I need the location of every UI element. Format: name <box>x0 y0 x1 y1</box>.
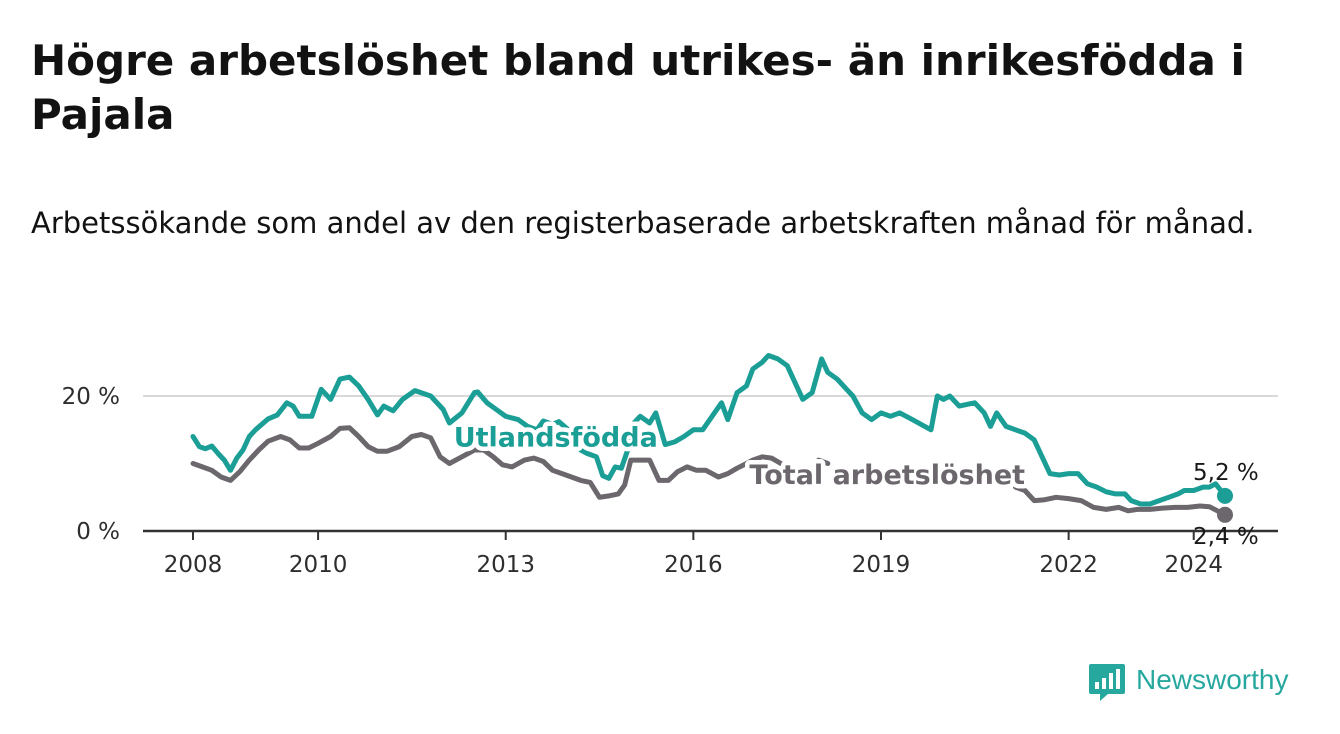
x-tick-label: 2019 <box>852 552 911 578</box>
chart-subtitle: Arbetssökande som andel av den registerb… <box>31 206 1255 240</box>
x-tick-label: 2008 <box>164 552 223 578</box>
end-label-utlandsfodda: 5,2 % <box>1193 460 1259 486</box>
end-label-total: 2,4 % <box>1193 524 1259 550</box>
series-line-utlandsfodda <box>190 353 1228 507</box>
line-chart: 0 % 20 % 2008 2010 2013 2016 2019 2022 2024 5,2 … <box>62 353 1278 578</box>
brand-logo: Newsworthy <box>1088 660 1312 704</box>
series-label: Total arbetslöshet <box>749 460 1025 491</box>
end-marker-utlandsfodda <box>1217 487 1233 504</box>
series-line-total <box>816 457 831 466</box>
x-tick-label: 2024 <box>1164 552 1223 578</box>
end-marker-total <box>1217 506 1233 523</box>
series-line-total <box>1013 484 1228 518</box>
axis-layer: 0 % 20 % 2008 2010 2013 2016 2019 2022 2024 <box>62 384 1278 578</box>
label-layer: 5,2 % 2,4 % Utlandsfödda Total arbetslöshet <box>449 418 1259 550</box>
brand-name: Newsworthy <box>1136 664 1289 695</box>
x-tick-label: 2010 <box>289 552 348 578</box>
newsworthy-logo-icon <box>1089 664 1125 701</box>
y-tick-label: 0 % <box>76 519 120 545</box>
series-line-total <box>190 425 784 500</box>
x-tick-label: 2022 <box>1039 552 1098 578</box>
series-layer <box>190 353 1233 523</box>
x-tick-label: 2016 <box>664 552 723 578</box>
chart-title: Högre arbetslöshet bland utrikes- än inr… <box>31 36 1245 139</box>
x-tick-label: 2013 <box>476 552 535 578</box>
y-tick-label: 20 % <box>62 384 120 410</box>
series-label: Utlandsfödda <box>454 423 658 454</box>
